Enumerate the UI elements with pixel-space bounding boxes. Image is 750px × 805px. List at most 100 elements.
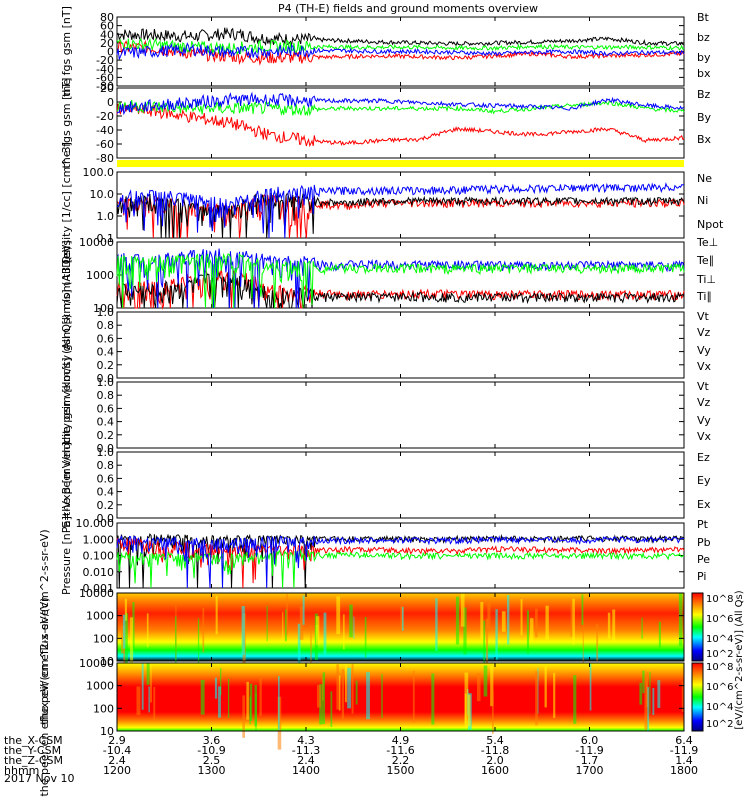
- spectrogram-streak: [649, 671, 651, 714]
- y-tick-label: 100: [93, 302, 114, 315]
- spectrogram-streak: [537, 668, 539, 714]
- spectrogram-streak: [278, 676, 280, 731]
- legend-item: Vx: [697, 430, 712, 443]
- series-ti: [116, 252, 685, 309]
- legend-item: Pe: [697, 553, 710, 566]
- y-tick-label: 0.2: [97, 499, 115, 512]
- y-tick-label: 0.4: [97, 416, 115, 429]
- legend-item: Pi: [697, 570, 706, 583]
- colorbar-label: [eV/(cm^2-s-sr-eV)] (All Qs): [734, 590, 745, 729]
- spectrogram-streak: [355, 680, 358, 705]
- spectrogram-streak: [316, 685, 321, 708]
- panel-pressure: 10.000 1.000 0.100 0.010 0.001 Pressure [nPa]…: [60, 516, 711, 595]
- spectrogram-streak: [431, 673, 435, 725]
- y-tick-label: 1000: [86, 680, 114, 693]
- spectrogram-streak: [338, 675, 341, 711]
- y-axis-label: the peer en eflux eV/(cm^2-s-sr-eV): [38, 597, 51, 796]
- y-tick-label: 0.2: [97, 359, 115, 372]
- legend-item: Vy: [697, 344, 711, 357]
- spectrogram-streak: [480, 601, 484, 640]
- spectrogram-streak: [242, 695, 245, 738]
- x-axis-row-label: the_X-CSM: [4, 734, 63, 747]
- series-pt: [116, 533, 685, 589]
- legend-item: Bz: [697, 88, 711, 101]
- spectrogram-streak: [581, 594, 584, 625]
- spectrogram-streak: [412, 670, 415, 723]
- y-tick-label: 0: [107, 96, 114, 109]
- spectrogram-streak: [401, 606, 404, 631]
- spectrogram-streak: [646, 687, 650, 731]
- legend-item: bz: [697, 31, 710, 44]
- status-bar: [117, 160, 684, 167]
- panel-peir-eflux: 10000 1000 100 10 the peir en eflux eV/(cm^2…: [38, 529, 685, 725]
- spectrogram-streak: [146, 613, 149, 648]
- y-tick-label: 60: [100, 20, 114, 33]
- y-tick-label: 0.4: [97, 486, 115, 499]
- colorbar-bottom: [691, 662, 704, 732]
- spectrogram-streak: [122, 614, 126, 649]
- spectrogram-streak: [495, 609, 498, 660]
- spectrogram-streak: [435, 598, 438, 651]
- spectrogram-streak: [487, 601, 491, 630]
- spectrogram-streak: [153, 686, 156, 720]
- spectrogram-streak: [266, 605, 268, 642]
- y-axis-label: the fgs gsm [nT]: [60, 78, 73, 169]
- date-label: 2017 Nov 10: [4, 772, 74, 785]
- spectrogram-streak: [241, 606, 245, 655]
- legend-item: Te⊥: [696, 236, 718, 249]
- legend-item: Ey: [697, 474, 711, 487]
- x-axis-value: 1400: [292, 764, 320, 777]
- legend-item: Ex: [697, 498, 711, 511]
- spectrogram-streak: [345, 664, 347, 703]
- spectrogram-streak: [141, 663, 144, 710]
- spectrogram-streak: [364, 616, 367, 658]
- spectrogram-streak: [125, 613, 128, 668]
- spectrogram-streak: [657, 680, 661, 708]
- spectrogram-streak: [642, 670, 645, 694]
- spectrogram-streak: [285, 609, 287, 642]
- x-axis-value: 1800: [670, 764, 698, 777]
- legend-item: Ti∥: [696, 290, 712, 303]
- spectrogram-streak: [282, 612, 284, 643]
- y-tick-label: 10.000: [76, 517, 115, 530]
- spectrogram-streak: [343, 614, 345, 650]
- spectrogram-streak: [535, 608, 538, 638]
- x-axis-value: 2.2: [392, 754, 410, 767]
- y-tick-label: 1.0: [97, 446, 115, 459]
- spectrogram-streak: [486, 618, 489, 667]
- legend-item: bx: [697, 67, 711, 80]
- y-tick-label: 0.010: [83, 566, 115, 579]
- y-axis-label: Pressure [nPa]: [60, 516, 73, 595]
- y-tick-label: 0.0: [97, 442, 115, 455]
- series-ni: [116, 192, 685, 239]
- spectrogram-streak: [336, 596, 341, 635]
- spectrogram-streak: [347, 667, 352, 709]
- spectrogram-streak: [483, 620, 486, 670]
- spectrogram-streak: [530, 618, 534, 641]
- spectrogram-streak: [246, 681, 249, 720]
- spectrogram-streak: [286, 593, 288, 635]
- y-tick-label: 10000: [79, 657, 114, 670]
- y-tick-label: 10000: [79, 236, 114, 249]
- x-axis-value: -10.9: [197, 744, 225, 757]
- spectrogram-streak: [249, 683, 253, 721]
- y-tick-label: 20: [100, 82, 114, 95]
- spectrogram-streak: [330, 691, 333, 727]
- figure-title: P4 (TH-E) fields and ground moments over…: [278, 2, 538, 15]
- series-bx: [116, 91, 685, 116]
- spectrogram-streak: [218, 686, 221, 718]
- spectrogram-streak: [501, 611, 506, 632]
- series-bt: [116, 27, 685, 47]
- x-axis-value: 6.0: [581, 734, 599, 747]
- panel-frame: [116, 311, 685, 379]
- y-tick-label: 10: [100, 655, 114, 668]
- spectrogram-streak: [545, 605, 549, 640]
- colorbar-tick-label: 10^2: [706, 719, 733, 730]
- spectrogram-streak: [341, 669, 345, 719]
- y-tick-label: 0.6: [97, 472, 115, 485]
